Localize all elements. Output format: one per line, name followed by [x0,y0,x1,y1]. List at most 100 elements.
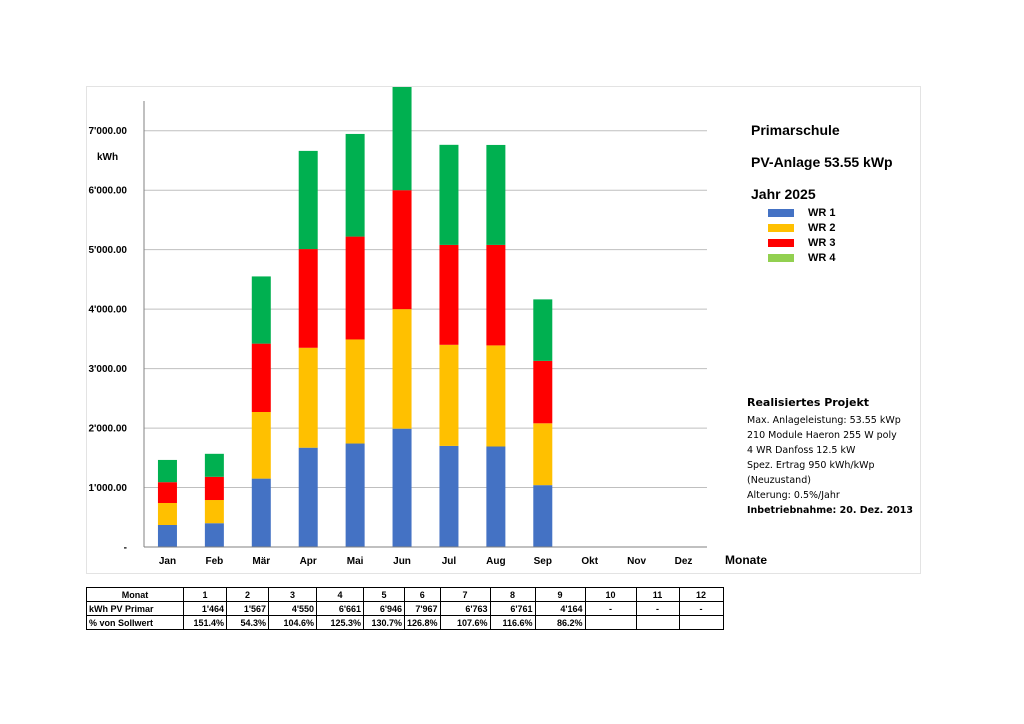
table-row-label: kWh PV Primar [86,601,184,616]
project-line: 4 WR Danfoss 12.5 kW [747,445,856,456]
bar-segment-1 [486,446,506,547]
bar-segment-5 [251,276,271,344]
bar-segment-5 [486,144,506,245]
bar-segment-1 [251,478,271,547]
bar-segment-1 [157,524,177,547]
table-cell: 1'567 [226,601,269,616]
table-cell: 4'164 [534,601,586,616]
x-tick-label: Aug [486,556,505,567]
table-cell: 6'761 [489,601,536,616]
bar-segment-2 [157,502,177,525]
bar-segment-1 [533,485,553,547]
legend-swatch [768,208,794,217]
bar-segment-2 [533,423,553,486]
table-cell: 104.6% [268,615,317,630]
project-line: Max. Anlageleistung: 53.55 kWp [747,415,901,426]
table-header-cell: 6 [404,587,441,602]
bar-segment-2 [345,339,365,444]
bar-segment-5 [298,150,318,250]
gridlines [144,130,707,489]
bar-segment-1 [298,447,318,547]
table-header-cell: 12 [678,587,724,602]
project-line: Alterung: 0.5%/Jahr [747,490,840,501]
x-tick-label: Jan [159,556,176,567]
table-header-cell: 1 [183,587,227,602]
table-cell [584,615,637,630]
legend-swatch [768,223,794,232]
table-cell: 54.3% [226,615,269,630]
legend: WR 1 WR 2 WR 3 WR 4 [768,205,836,265]
legend-item-wr1: WR 1 [768,205,836,220]
y-tick-label: 5'000.00 [88,245,127,256]
bar-segment-2 [486,345,506,447]
bar-segment-5 [157,459,177,483]
x-tick-label: Okt [581,556,598,567]
bars [157,87,553,547]
legend-swatch [768,253,794,262]
chart-panel: - 1'000.00 2'000.00 3'000.00 4'000.00 5'000.0… [86,86,921,574]
bar-segment-2 [251,412,271,479]
table-row-percent: % von Sollwert 151.4% 54.3% 104.6% 125.3… [86,615,724,630]
y-tick-label: 3'000.00 [88,364,127,375]
table-cell: 116.6% [489,615,536,630]
bar-segment-3 [486,244,506,346]
table-cell: 130.7% [363,615,405,630]
x-axis-label: Monate [725,553,767,567]
x-tick-label: Nov [627,556,646,567]
table-cell: - [635,601,680,616]
legend-item-wr4: WR 4 [768,250,836,265]
bar-segment-3 [439,244,459,345]
bar-segment-3 [345,236,365,340]
table-cell: 1'464 [183,601,227,616]
x-tick-label: Apr [300,556,317,567]
bar-segment-5 [392,87,412,191]
bar-segment-2 [439,344,459,446]
table-header-cell: 4 [316,587,364,602]
x-tick-labels: Jan Feb Mär Apr Mai Jun Jul Aug Sep Okt Nov Dez [159,556,693,567]
legend-item-wr3: WR 3 [768,235,836,250]
table-cell [635,615,680,630]
table-row-label: % von Sollwert [86,615,184,630]
table-cell: 6'661 [316,601,364,616]
legend-label: WR 1 [808,206,836,219]
table-header-cell: 8 [489,587,536,602]
table-cell [678,615,724,630]
bar-segment-2 [392,309,412,429]
y-tick-label: - [124,543,127,554]
table-cell: - [584,601,637,616]
table-header-cell: 3 [268,587,317,602]
axes [143,101,707,548]
table-header-cell: 2 [226,587,269,602]
title-line-1: Primarschule [751,122,840,138]
bar-segment-5 [204,453,224,477]
y-tick-label: 2'000.00 [88,424,127,435]
bar-segment-3 [204,476,224,501]
y-tick-label: 1'000.00 [88,483,127,494]
x-tick-label: Jun [393,556,411,567]
table-header-cell: 9 [534,587,586,602]
project-line: Spez. Ertrag 950 kWh/kWp [747,460,875,471]
table-row-kwh: kWh PV Primar 1'464 1'567 4'550 6'661 6'… [86,601,724,616]
bar-segment-5 [439,144,459,245]
table-cell: 86.2% [534,615,586,630]
bar-segment-1 [204,523,224,547]
data-table: Monat 1 2 3 4 5 6 7 8 9 10 11 12 kWh PV … [86,587,724,630]
bar-segment-5 [533,299,553,361]
project-line: 210 Module Haeron 255 W poly [747,430,897,441]
bar-segment-1 [392,428,412,547]
table-header-cell: 10 [584,587,637,602]
bar-segment-3 [392,190,412,310]
title-line-3: Jahr 2025 [751,186,816,202]
table-cell: 7'967 [404,601,441,616]
table-header-cell: 7 [439,587,491,602]
bar-segment-1 [439,445,459,547]
project-line: (Neuzustand) [747,475,811,486]
table-cell: 107.6% [439,615,491,630]
x-tick-label: Mär [252,556,270,567]
project-info: Realisiertes Projekt Max. Anlageleistung… [747,396,917,518]
legend-label: WR 3 [808,236,836,249]
title-line-2: PV-Anlage 53.55 kWp [751,154,893,170]
table-cell: 126.8% [404,615,441,630]
table-cell: 151.4% [183,615,227,630]
y-axis-unit: kWh [97,152,119,163]
